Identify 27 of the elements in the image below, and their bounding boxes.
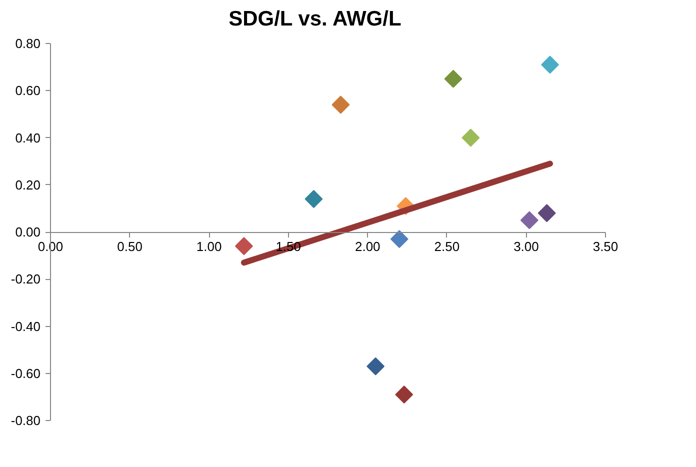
point: [538, 204, 556, 222]
point: [520, 211, 538, 230]
x-tick-label: 2.50: [434, 239, 460, 254]
y-tick-label: -0.40: [10, 318, 41, 334]
point: [332, 96, 350, 114]
point: [390, 230, 408, 248]
point: [395, 386, 414, 404]
x-tick-label: 0.50: [117, 239, 142, 254]
point: [541, 56, 559, 74]
x-tick-label: 2.00: [354, 239, 380, 254]
point: [462, 128, 480, 147]
x-tick-label: 1.00: [196, 239, 222, 254]
y-tick-label: 0.40: [15, 130, 41, 146]
point: [304, 190, 323, 208]
point: [234, 237, 253, 256]
y-tick-label: -0.60: [10, 366, 41, 381]
y-tick-label: 0.00: [15, 224, 41, 240]
y-tick-label: -0.80: [10, 413, 41, 428]
x-tick-label: 3.00: [514, 239, 539, 254]
point: [366, 357, 385, 376]
y-tick-label: -0.20: [10, 272, 41, 287]
y-tick-label: 0.80: [15, 36, 41, 51]
y-tick-label: 0.20: [15, 177, 41, 192]
point: [444, 70, 462, 88]
x-tick-label: 3.50: [592, 239, 618, 254]
y-tick-label: 0.60: [15, 83, 41, 98]
chart-title: SDG/L vs. AWG/L: [228, 8, 402, 30]
